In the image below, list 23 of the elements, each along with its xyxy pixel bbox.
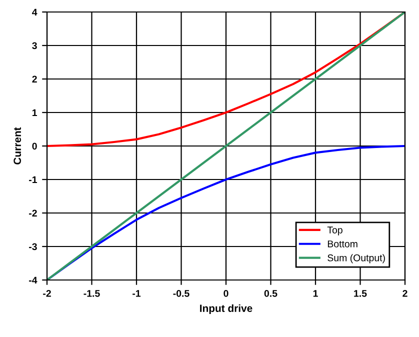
y-tick-label: 2 xyxy=(32,76,37,83)
y-tick-label: -4 xyxy=(29,276,38,284)
legend-label: Bottom xyxy=(328,240,358,248)
y-tick-label: 3 xyxy=(32,42,37,50)
y-tick-label: -2 xyxy=(29,210,37,217)
x-axis-title: Input drive xyxy=(200,304,252,314)
x-tick-label: 1 xyxy=(313,290,318,297)
legend-label: Top xyxy=(327,226,342,236)
y-tick-label: -1 xyxy=(29,176,38,184)
x-tick-label: -2 xyxy=(43,290,51,297)
x-tick-label: 0 xyxy=(224,290,228,297)
legend-label: Sum (Output) xyxy=(328,254,385,264)
x-tick-label: 1.5 xyxy=(354,290,367,297)
y-tick-label: 1 xyxy=(32,109,38,116)
x-tick-label: 2 xyxy=(402,290,408,297)
y-tick-label: 0 xyxy=(32,142,37,150)
x-tick-label: 0.5 xyxy=(264,290,278,297)
y-tick-label: 4 xyxy=(32,8,38,16)
x-tick-label: -1 xyxy=(132,290,141,297)
y-axis-title: Current xyxy=(14,127,22,164)
y-tick-label: -3 xyxy=(29,243,37,250)
x-tick-label: -0.5 xyxy=(173,290,190,297)
x-tick-label: -1.5 xyxy=(84,290,100,297)
